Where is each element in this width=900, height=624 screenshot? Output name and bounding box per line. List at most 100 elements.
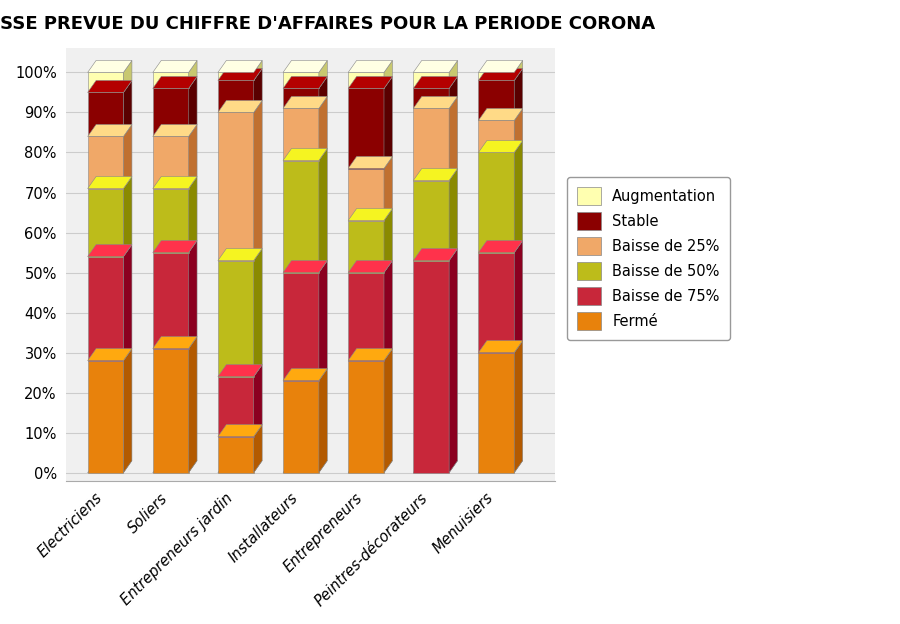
Polygon shape [514,61,523,80]
Polygon shape [283,261,328,273]
Bar [479,353,514,472]
Bar [87,92,123,137]
Bar [153,253,189,349]
Bar [218,377,254,437]
Title: BAISSE PREVUE DU CHIFFRE D'AFFAIRES POUR LA PERIODE CORONA: BAISSE PREVUE DU CHIFFRE D'AFFAIRES POUR… [0,15,655,33]
Polygon shape [479,69,523,80]
Polygon shape [348,349,392,361]
Bar [413,89,449,109]
Bar [283,89,319,109]
Polygon shape [283,369,328,381]
Polygon shape [218,461,262,472]
Polygon shape [319,97,328,160]
Bar [413,109,449,180]
Polygon shape [479,61,523,72]
Bar [348,361,384,472]
Polygon shape [153,240,197,253]
Bar [413,261,449,472]
Polygon shape [218,248,262,261]
Polygon shape [449,77,457,109]
Polygon shape [384,349,392,472]
Polygon shape [123,61,132,92]
Polygon shape [153,461,197,472]
Polygon shape [348,461,392,472]
Polygon shape [189,240,197,349]
Polygon shape [319,149,328,273]
Polygon shape [413,61,457,72]
Polygon shape [189,77,197,137]
Polygon shape [153,124,197,137]
Polygon shape [254,425,262,472]
Polygon shape [254,61,262,80]
Bar [348,168,384,220]
Polygon shape [254,100,262,261]
Polygon shape [87,461,132,472]
Bar [479,152,514,253]
Polygon shape [218,100,262,112]
Polygon shape [123,245,132,361]
Polygon shape [479,240,523,253]
Polygon shape [348,261,392,273]
Polygon shape [283,461,328,472]
Polygon shape [514,341,523,472]
Bar [218,437,254,472]
Polygon shape [123,349,132,472]
Polygon shape [449,168,457,261]
Polygon shape [87,80,132,92]
Polygon shape [449,248,457,472]
Polygon shape [218,69,262,80]
Polygon shape [283,61,328,72]
Polygon shape [189,177,197,253]
Bar [479,80,514,120]
Polygon shape [384,77,392,168]
Polygon shape [218,364,262,377]
Bar [283,72,319,89]
Bar [218,80,254,112]
Bar [348,72,384,89]
Bar [153,72,189,89]
Polygon shape [153,336,197,349]
Bar [283,273,319,381]
Polygon shape [87,61,132,72]
Bar [283,381,319,472]
Polygon shape [384,157,392,220]
Polygon shape [479,461,523,472]
Polygon shape [413,77,457,89]
Bar [479,253,514,353]
Polygon shape [189,124,197,188]
Polygon shape [348,77,392,89]
Polygon shape [283,97,328,109]
Polygon shape [153,61,197,72]
Polygon shape [218,61,262,72]
Bar [479,72,514,80]
Bar [153,89,189,137]
Bar [87,188,123,256]
Bar [87,72,123,92]
Polygon shape [283,149,328,160]
Bar [218,72,254,80]
Polygon shape [449,97,457,180]
Polygon shape [348,208,392,220]
Polygon shape [384,61,392,89]
Polygon shape [87,245,132,256]
Polygon shape [319,369,328,472]
Polygon shape [254,248,262,377]
Bar [283,160,319,273]
Polygon shape [319,261,328,381]
Polygon shape [413,97,457,109]
Bar [348,273,384,361]
Polygon shape [218,425,262,437]
Polygon shape [348,157,392,168]
Polygon shape [479,140,523,152]
Polygon shape [514,240,523,353]
Polygon shape [283,77,328,89]
Bar [153,137,189,188]
Polygon shape [413,168,457,180]
Bar [283,109,319,160]
Bar [218,261,254,377]
Polygon shape [87,124,132,137]
Polygon shape [384,261,392,361]
Polygon shape [384,208,392,273]
Polygon shape [123,80,132,137]
Bar [348,89,384,168]
